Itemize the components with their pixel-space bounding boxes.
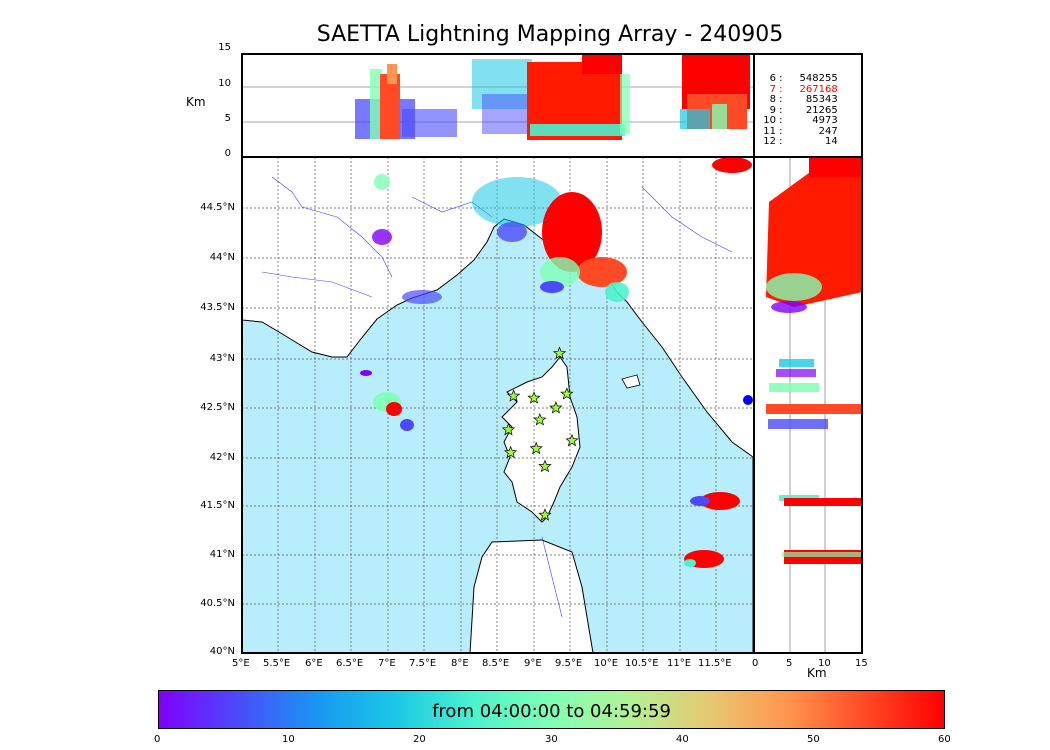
lat-tick: 42°N — [209, 452, 235, 463]
lat-tick: 40.5°N — [200, 598, 235, 609]
count-separator: : — [776, 136, 786, 147]
count-label: 10 — [763, 115, 776, 126]
colorbar-tick: 60 — [938, 734, 951, 745]
lat-tick: 41°N — [209, 549, 235, 560]
top-ylabel: Km — [186, 95, 206, 109]
map-graticule — [242, 157, 753, 653]
count-separator: : — [776, 83, 786, 95]
lon-tick: 11°E — [667, 658, 692, 669]
star-icon — [533, 412, 547, 426]
map-panel — [242, 157, 753, 653]
star-icon — [538, 508, 552, 521]
lat-tick: 44.5°N — [200, 202, 235, 213]
top-ytick: 5 — [224, 113, 231, 124]
colorbar-tick: 30 — [545, 734, 558, 745]
count-label: 9 — [769, 104, 776, 116]
side-xlabel: Km — [807, 666, 827, 680]
star-icon — [549, 401, 563, 414]
chart-title: SAETTA Lightning Mapping Array - 240905 — [316, 22, 784, 47]
lat-tick: 44°N — [209, 252, 235, 263]
star-icon — [565, 433, 579, 447]
lat-tick: 43°N — [209, 353, 235, 364]
top-ytick: 0 — [224, 148, 231, 159]
count-value: 21265 — [805, 104, 838, 116]
lat-tick: 43.5°N — [200, 302, 235, 313]
side-xtick: 5 — [786, 658, 793, 669]
count-separator: : — [776, 125, 786, 137]
top-ytick: 15 — [218, 42, 231, 53]
star-icon — [560, 387, 574, 400]
count-separator: : — [776, 94, 786, 105]
star-icon — [529, 441, 543, 455]
star-icon — [503, 445, 518, 459]
star-icon — [538, 459, 552, 473]
count-label: 11 — [763, 125, 776, 137]
colorbar — [158, 690, 945, 729]
count-value: 85343 — [805, 94, 838, 105]
lightning-density-map — [360, 157, 753, 568]
lightning-density-top — [355, 54, 750, 140]
lat-tick: 41.5°N — [200, 500, 235, 511]
lon-tick: 11.5°E — [698, 658, 732, 669]
count-value: 267168 — [799, 83, 838, 95]
count-value: 247 — [818, 125, 838, 137]
star-icon — [527, 391, 541, 404]
lon-tick: 9°E — [524, 658, 542, 669]
count-separator: : — [776, 73, 786, 84]
lat-tick: 40°N — [209, 646, 235, 657]
altitude-longitude-panel — [242, 54, 753, 140]
rivers — [261, 176, 733, 618]
flash-count-table: 6 : 548255 7 : 267168 8 : 85343 9 : 21265 10… — [762, 73, 838, 148]
station-markers — [501, 346, 579, 521]
flash-count-row: 11 : 247 — [762, 125, 838, 138]
count-separator: : — [776, 115, 786, 126]
lat-tick: 42.5°N — [200, 402, 235, 413]
top-ytick: 10 — [218, 78, 231, 89]
lightning-density-side — [766, 157, 862, 564]
lon-tick: 8°E — [451, 658, 469, 669]
side-xtick: 0 — [752, 658, 759, 669]
flash-count-row: 12 : 14 — [762, 136, 838, 148]
count-separator: : — [776, 104, 786, 116]
count-value: 4973 — [812, 115, 838, 126]
flash-count-row: 9 : 21265 — [762, 104, 838, 117]
colorbar-tick: 0 — [154, 734, 161, 745]
count-label: 6 — [769, 73, 776, 84]
lon-tick: 7°E — [378, 658, 396, 669]
lon-tick: 5.5°E — [263, 658, 291, 669]
lon-tick: 6°E — [305, 658, 323, 669]
flash-count-row: 7 : 267168 — [762, 83, 838, 96]
lon-tick: 10.5°E — [625, 658, 659, 669]
lon-tick: 10°E — [594, 658, 619, 669]
flash-count-row: 8 : 85343 — [762, 94, 838, 106]
lon-tick: 7.5°E — [409, 658, 437, 669]
count-value: 14 — [825, 136, 838, 147]
side-xtick: 10 — [818, 658, 831, 669]
lon-tick: 9.5°E — [555, 658, 583, 669]
side-xtick: 15 — [855, 658, 868, 669]
star-icon — [501, 422, 516, 436]
colorbar-label: from 04:00:00 to 04:59:59 — [432, 701, 671, 722]
flash-count-row: 6 : 548255 — [762, 73, 838, 85]
colorbar-tick: 40 — [676, 734, 689, 745]
colorbar-tick: 10 — [282, 734, 295, 745]
lon-tick: 6.5°E — [336, 658, 364, 669]
count-value: 548255 — [799, 73, 838, 84]
count-label: 12 — [763, 136, 776, 147]
star-icon — [552, 346, 567, 360]
colorbar-tick: 50 — [807, 734, 820, 745]
corsica-island — [501, 356, 581, 523]
colorbar-tick: 20 — [413, 734, 426, 745]
lon-tick: 8.5°E — [482, 658, 510, 669]
altitude-latitude-panel — [766, 157, 862, 653]
count-label: 7 — [769, 83, 776, 95]
count-label: 8 — [769, 94, 776, 105]
star-icon — [506, 389, 521, 402]
flash-count-row: 10 : 4973 — [762, 115, 838, 127]
lon-tick: 5°E — [232, 658, 250, 669]
